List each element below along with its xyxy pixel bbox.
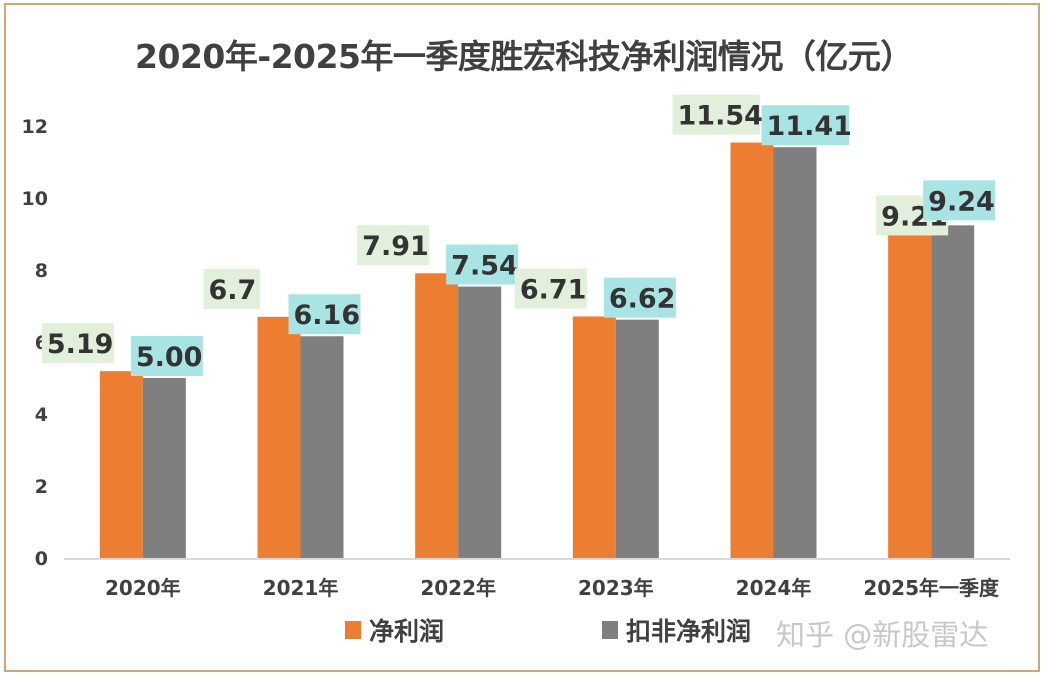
data-label-net-profit: 5.19 (41, 323, 114, 364)
y-tick-label: 12 (22, 116, 48, 138)
legend-label-net-profit: 净利润 (369, 617, 445, 646)
bar-adjusted-net-profit (773, 147, 817, 559)
data-label-background (603, 277, 676, 318)
data-label-text: 7.54 (451, 251, 518, 282)
bar-net-profit (99, 371, 143, 558)
data-label-adjusted-net-profit: 6.16 (288, 294, 361, 335)
x-axis: 2020年 2021年 2022年 2023年 2024年 2025年一季度 (105, 576, 1000, 600)
data-label-background (130, 336, 203, 376)
y-tick-label: 10 (22, 188, 48, 210)
data-label-background (672, 94, 760, 135)
data-label-text: 5.19 (47, 329, 114, 360)
legend-label-adjusted-net-profit: 扣非净利润 (626, 617, 752, 646)
legend-swatch-adjusted-net-profit (602, 621, 618, 639)
data-label-text: 11.54 (678, 101, 763, 132)
data-label-adjusted-net-profit: 6.62 (603, 277, 676, 318)
bar-net-profit (888, 226, 932, 558)
y-tick-label: 8 (35, 260, 48, 282)
bar-adjusted-net-profit (300, 336, 344, 558)
data-label-adjusted-net-profit: 7.54 (446, 244, 519, 285)
data-label-text: 7.91 (362, 231, 429, 262)
data-label-net-profit: 6.7 (203, 268, 260, 309)
y-tick-label: 4 (35, 404, 48, 426)
data-label-text: 6.62 (609, 284, 676, 315)
data-label-adjusted-net-profit: 5.00 (130, 336, 203, 376)
bar-net-profit (257, 316, 301, 558)
data-label-adjusted-net-profit: 9.24 (923, 180, 996, 221)
data-label-background (357, 225, 430, 266)
bar-net-profit (415, 273, 459, 558)
bar-adjusted-net-profit (931, 225, 975, 559)
data-label-adjusted-net-profit: 11.41 (761, 105, 852, 146)
x-tick-label: 2022年 (420, 576, 496, 600)
data-label-background (288, 294, 361, 335)
bar-adjusted-net-profit (458, 286, 502, 558)
data-label-text: 6.71 (520, 274, 587, 305)
data-label-text: 6.7 (209, 275, 257, 306)
x-tick-label: 2025年一季度 (863, 576, 1000, 600)
data-label-text: 5.00 (136, 342, 203, 373)
x-tick-label: 2024年 (736, 576, 812, 600)
data-labels: 5.19 5.00 6.7 6.16 7.91 7.546.71 6.62 11.54 11.4… (41, 94, 996, 376)
legend-swatch-net-profit (345, 621, 361, 639)
bar-adjusted-net-profit (142, 378, 186, 558)
x-tick-label: 2021年 (263, 576, 339, 600)
data-label-background (41, 323, 114, 364)
bars (99, 142, 975, 559)
data-label-net-profit: 11.54 (672, 94, 763, 135)
data-label-text: 9.24 (928, 186, 995, 217)
data-label-net-profit: 6.71 (514, 268, 587, 309)
data-label-text: 6.16 (294, 300, 361, 331)
y-tick-label: 0 (35, 548, 48, 570)
data-label-background (203, 268, 260, 309)
x-tick-label: 2023年 (578, 576, 654, 600)
bar-net-profit (730, 142, 774, 558)
data-label-text: 11.41 (767, 111, 852, 142)
legend-item-net-profit: 净利润 (345, 612, 444, 648)
data-label-background (514, 268, 587, 309)
watermark: 知乎 @新股雷达 (776, 618, 989, 652)
data-label-net-profit: 7.91 (357, 225, 430, 266)
legend-item-adjusted-net-profit: 扣非净利润 (602, 612, 751, 648)
bar-net-profit (572, 316, 616, 558)
data-label-background (923, 180, 996, 221)
bar-adjusted-net-profit (615, 319, 659, 558)
chart-title: 2020年-2025年一季度胜宏科技净利润情况（亿元） (135, 37, 913, 76)
data-label-background (446, 244, 519, 285)
data-label-background (761, 105, 849, 146)
y-tick-label: 2 (35, 476, 48, 498)
x-tick-label: 2020年 (105, 576, 181, 600)
